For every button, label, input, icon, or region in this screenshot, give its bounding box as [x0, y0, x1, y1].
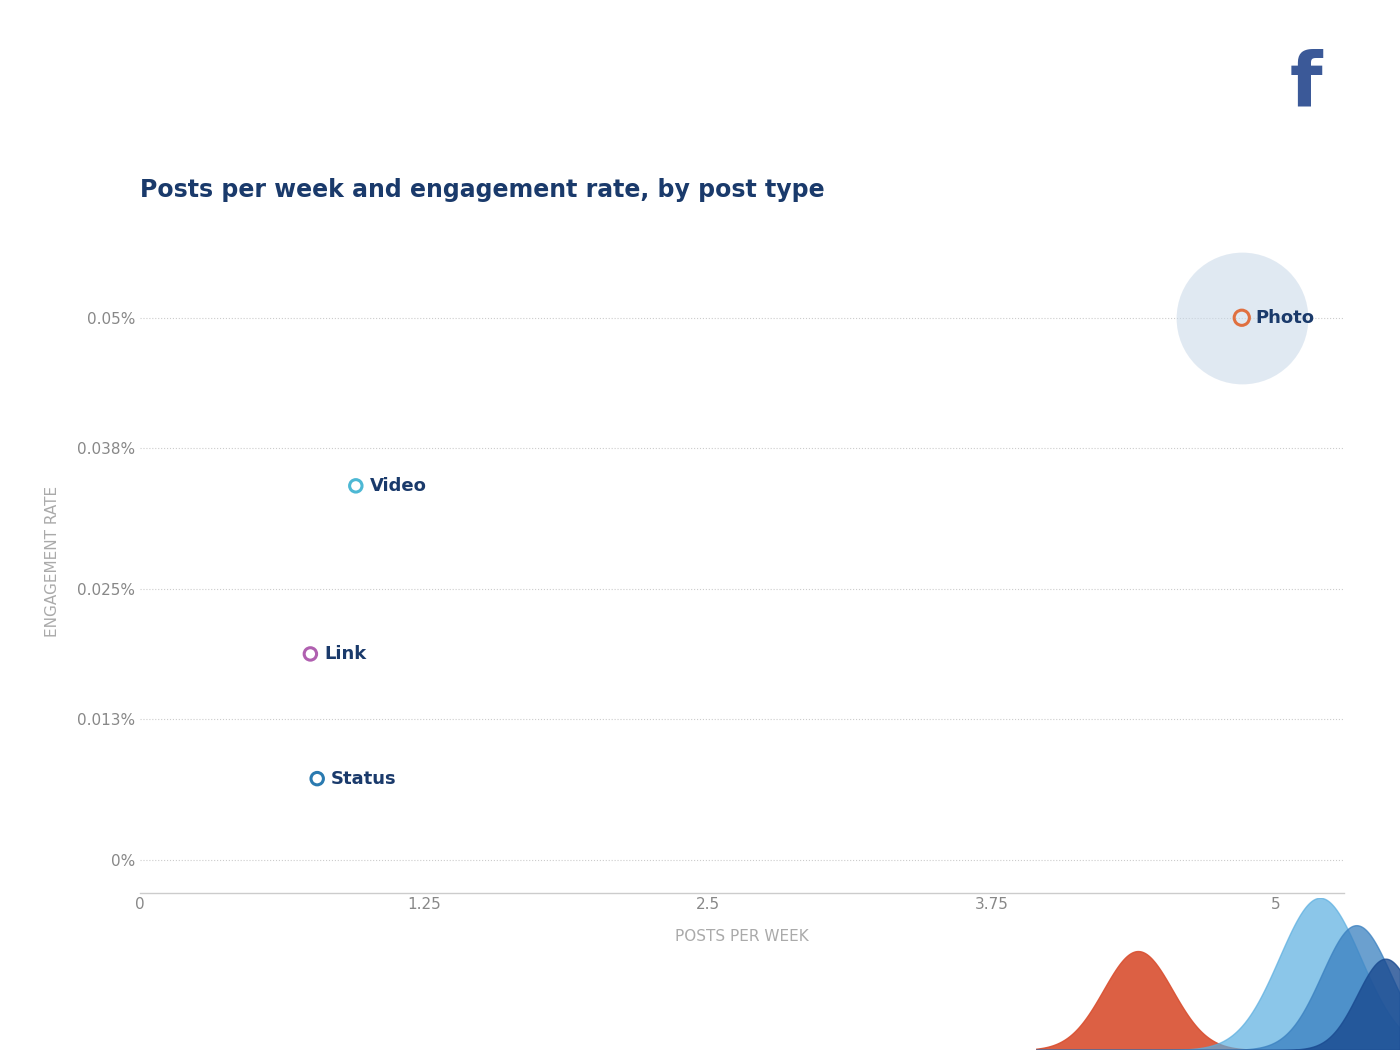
Y-axis label: ENGAGEMENT RATE: ENGAGEMENT RATE	[45, 486, 60, 637]
Text: FASHION: FASHION	[91, 41, 202, 61]
Text: Photo: Photo	[1256, 309, 1315, 327]
Point	[1231, 310, 1253, 327]
Text: IQ: IQ	[69, 1001, 88, 1018]
Point	[307, 771, 329, 788]
Point	[1231, 310, 1253, 327]
Text: Video: Video	[370, 477, 427, 495]
Text: f: f	[1289, 48, 1322, 121]
Point	[344, 478, 367, 495]
Text: Link: Link	[323, 645, 367, 663]
X-axis label: POSTS PER WEEK: POSTS PER WEEK	[675, 929, 809, 944]
Point	[300, 646, 322, 663]
Text: FACEBOOK ENGAGEMENT: FACEBOOK ENGAGEMENT	[91, 101, 729, 149]
Text: Status: Status	[330, 770, 396, 788]
Text: Posts per week and engagement rate, by post type: Posts per week and engagement rate, by p…	[140, 177, 825, 202]
Text: Rival: Rival	[56, 966, 101, 984]
